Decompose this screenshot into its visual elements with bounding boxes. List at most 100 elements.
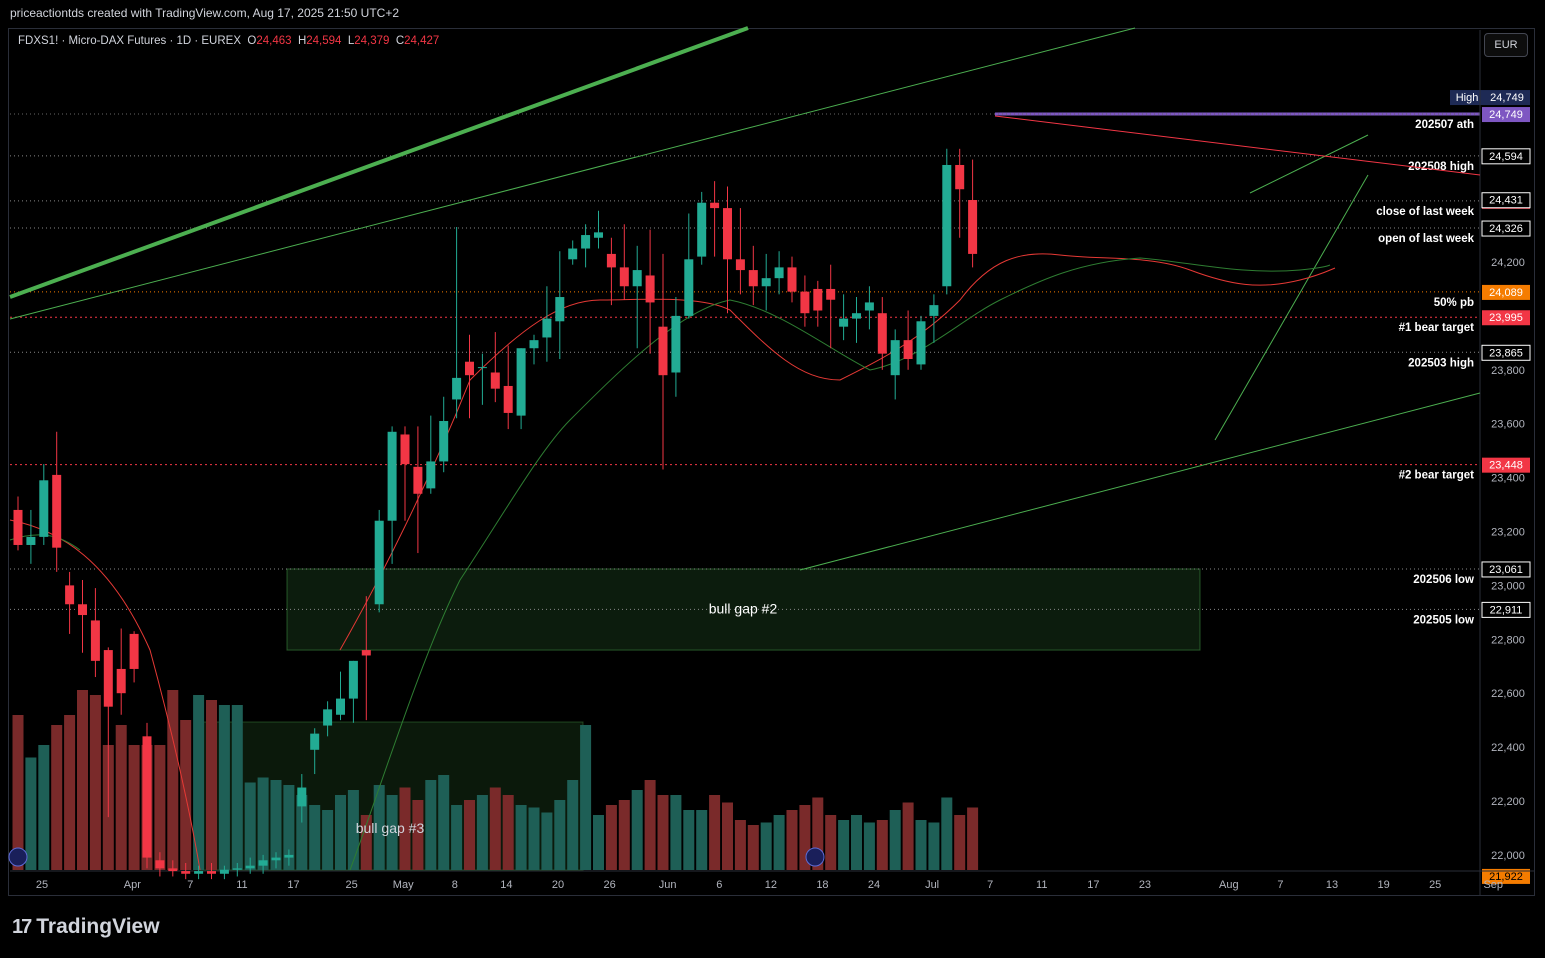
candle-body[interactable] bbox=[839, 318, 849, 327]
candle-body[interactable] bbox=[529, 340, 539, 349]
candle-body[interactable] bbox=[503, 385, 513, 413]
volume-bar bbox=[902, 802, 914, 870]
candle-body[interactable] bbox=[400, 434, 410, 465]
candle-body[interactable] bbox=[142, 736, 152, 858]
event-marker-icon[interactable] bbox=[805, 847, 825, 867]
currency-button[interactable]: EUR bbox=[1484, 33, 1528, 57]
price-tag bbox=[1481, 561, 1531, 578]
event-marker-icon[interactable] bbox=[8, 847, 28, 867]
symbol-name[interactable]: FDXS1! · Micro-DAX Futures · 1D · EUREX bbox=[18, 35, 242, 47]
candle-body[interactable] bbox=[826, 288, 836, 300]
candle-body[interactable] bbox=[310, 733, 320, 750]
candle-body[interactable] bbox=[942, 164, 952, 287]
candle-body[interactable] bbox=[232, 868, 242, 870]
candle-body[interactable] bbox=[90, 620, 100, 661]
candle-body[interactable] bbox=[748, 270, 758, 287]
volume-bar bbox=[786, 810, 798, 870]
candle-body[interactable] bbox=[968, 200, 978, 254]
candle-body[interactable] bbox=[271, 857, 281, 861]
candle-body[interactable] bbox=[258, 860, 268, 866]
volume-bar bbox=[760, 822, 772, 870]
candle-body[interactable] bbox=[774, 267, 784, 279]
candle-body[interactable] bbox=[697, 202, 707, 257]
candle-body[interactable] bbox=[955, 164, 965, 190]
candle-body[interactable] bbox=[710, 202, 720, 209]
volume-bar bbox=[709, 795, 721, 870]
candle-body[interactable] bbox=[684, 259, 694, 316]
candle-body[interactable] bbox=[761, 278, 771, 287]
candle-body[interactable] bbox=[245, 865, 255, 869]
candle-body[interactable] bbox=[735, 259, 745, 271]
volume-bar bbox=[605, 805, 617, 870]
candle-body[interactable] bbox=[103, 650, 113, 707]
candle-body[interactable] bbox=[78, 604, 87, 616]
price-tag bbox=[1481, 148, 1531, 165]
candle-body[interactable] bbox=[413, 466, 423, 494]
candle-body[interactable] bbox=[26, 536, 36, 545]
volume-bar bbox=[967, 807, 979, 870]
candle-body[interactable] bbox=[194, 871, 204, 874]
candle-body[interactable] bbox=[490, 372, 500, 389]
candle-body[interactable] bbox=[168, 868, 178, 872]
candle-body[interactable] bbox=[323, 709, 333, 726]
candle-body[interactable] bbox=[477, 367, 487, 369]
candle-body[interactable] bbox=[129, 633, 139, 669]
candle-body[interactable] bbox=[65, 585, 75, 605]
candle-body[interactable] bbox=[219, 869, 229, 874]
candle-body[interactable] bbox=[787, 267, 797, 292]
candle-body[interactable] bbox=[916, 321, 926, 365]
channel-line-lower bbox=[799, 392, 1481, 571]
candle-body[interactable] bbox=[387, 431, 397, 521]
candle-body[interactable] bbox=[207, 871, 216, 874]
candle-body[interactable] bbox=[929, 305, 939, 316]
candle-body[interactable] bbox=[813, 288, 823, 311]
volume-bar bbox=[77, 690, 88, 870]
volume-bar bbox=[231, 705, 243, 870]
candle-body[interactable] bbox=[452, 377, 462, 400]
candle-body[interactable] bbox=[645, 275, 655, 303]
volume-bar bbox=[360, 815, 372, 870]
candle-body[interactable] bbox=[516, 348, 526, 416]
candle-body[interactable] bbox=[606, 253, 616, 268]
level-label: #1 bear target bbox=[1399, 322, 1475, 334]
candle-body[interactable] bbox=[903, 340, 913, 360]
volume-bar bbox=[941, 797, 953, 870]
candle-body[interactable] bbox=[658, 326, 668, 376]
candle-body[interactable] bbox=[13, 509, 23, 545]
candle-body[interactable] bbox=[465, 361, 474, 376]
candle-body[interactable] bbox=[594, 232, 603, 238]
candle-body[interactable] bbox=[39, 480, 49, 537]
candle-body[interactable] bbox=[632, 270, 642, 287]
candle-body[interactable] bbox=[568, 248, 578, 260]
x-tick-label: Aug bbox=[1219, 879, 1239, 891]
candle-body[interactable] bbox=[116, 668, 126, 694]
trend-line-red bbox=[994, 115, 1481, 176]
tradingview-logo[interactable]: 17 TradingView bbox=[12, 915, 160, 939]
candle-body[interactable] bbox=[723, 208, 732, 260]
candle-body[interactable] bbox=[619, 267, 629, 287]
candle-body[interactable] bbox=[426, 461, 436, 489]
candle-body[interactable] bbox=[181, 871, 191, 874]
volume-bar bbox=[670, 795, 682, 870]
candle-body[interactable] bbox=[155, 860, 165, 869]
volume-bar bbox=[451, 805, 463, 870]
candle-body[interactable] bbox=[852, 313, 861, 319]
candle-body[interactable] bbox=[52, 474, 62, 548]
candle-body[interactable] bbox=[284, 854, 294, 858]
candle-body[interactable] bbox=[800, 291, 810, 314]
candle-body[interactable] bbox=[555, 297, 565, 322]
volume-bar bbox=[812, 797, 824, 870]
candle-body[interactable] bbox=[374, 520, 384, 605]
candle-body[interactable] bbox=[890, 340, 900, 376]
candle-body[interactable] bbox=[336, 698, 345, 715]
candle-body[interactable] bbox=[439, 421, 449, 462]
candle-body[interactable] bbox=[361, 650, 371, 656]
candle-body[interactable] bbox=[581, 235, 591, 249]
candle-body[interactable] bbox=[297, 787, 307, 807]
candle-body[interactable] bbox=[348, 660, 358, 699]
candle-body[interactable] bbox=[864, 302, 874, 311]
candle-body[interactable] bbox=[671, 315, 681, 373]
candle-body[interactable] bbox=[542, 318, 552, 338]
candle-body[interactable] bbox=[877, 313, 887, 354]
